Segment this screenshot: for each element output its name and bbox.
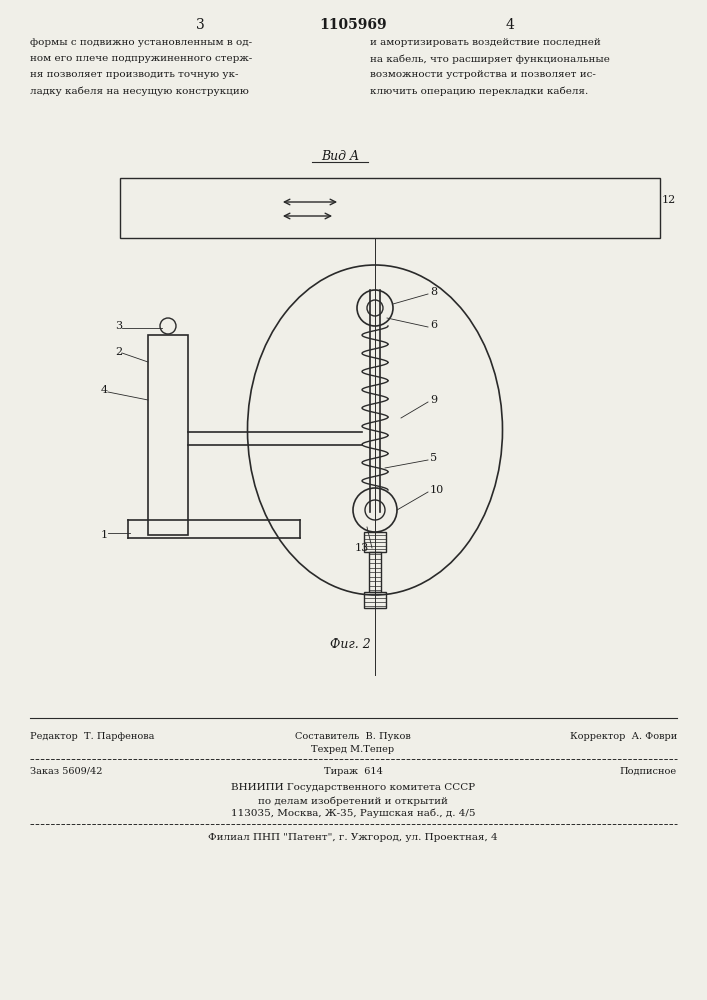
Text: 10: 10 bbox=[430, 485, 444, 495]
Text: 2: 2 bbox=[115, 347, 122, 357]
Bar bbox=[148, 335, 188, 535]
Text: 8: 8 bbox=[430, 287, 437, 297]
Text: 4: 4 bbox=[506, 18, 515, 32]
Text: Вид A: Вид A bbox=[321, 150, 359, 163]
Text: 3: 3 bbox=[115, 321, 122, 331]
Text: ладку кабеля на несущую конструкцию: ладку кабеля на несущую конструкцию bbox=[30, 86, 249, 96]
Text: 9: 9 bbox=[430, 395, 437, 405]
Text: формы с подвижно установленным в од-: формы с подвижно установленным в од- bbox=[30, 38, 252, 47]
Text: Заказ 5609/42: Заказ 5609/42 bbox=[30, 767, 103, 776]
Text: Тираж  614: Тираж 614 bbox=[324, 767, 382, 776]
Text: Фиг. 2: Фиг. 2 bbox=[329, 638, 370, 651]
Text: 12: 12 bbox=[662, 195, 677, 205]
Text: 5: 5 bbox=[430, 453, 437, 463]
Text: 1: 1 bbox=[101, 530, 108, 540]
Text: ном его плече подпружиненного стерж-: ном его плече подпружиненного стерж- bbox=[30, 54, 252, 63]
Text: по делам изобретений и открытий: по делам изобретений и открытий bbox=[258, 796, 448, 806]
Bar bbox=[364, 592, 386, 608]
Bar bbox=[364, 532, 386, 552]
Text: возможности устройства и позволяет ис-: возможности устройства и позволяет ис- bbox=[370, 70, 596, 79]
Text: ня позволяет производить точную ук-: ня позволяет производить точную ук- bbox=[30, 70, 238, 79]
Text: 1105969: 1105969 bbox=[319, 18, 387, 32]
Text: на кабель, что расширяет функциональные: на кабель, что расширяет функциональные bbox=[370, 54, 610, 64]
Text: Корректор  А. Фоври: Корректор А. Фоври bbox=[570, 732, 677, 741]
Text: ключить операцию перекладки кабеля.: ключить операцию перекладки кабеля. bbox=[370, 86, 588, 96]
Text: Техред М.Тепер: Техред М.Тепер bbox=[312, 745, 395, 754]
Text: Составитель  В. Пуков: Составитель В. Пуков bbox=[295, 732, 411, 741]
Text: Филиал ПНП "Патент", г. Ужгород, ул. Проектная, 4: Филиал ПНП "Патент", г. Ужгород, ул. Про… bbox=[208, 833, 498, 842]
Text: 13: 13 bbox=[355, 543, 369, 553]
Text: 113035, Москва, Ж-35, Раушская наб., д. 4/5: 113035, Москва, Ж-35, Раушская наб., д. … bbox=[230, 809, 475, 818]
Text: 6: 6 bbox=[430, 320, 437, 330]
Text: Подписное: Подписное bbox=[620, 767, 677, 776]
Text: 4: 4 bbox=[101, 385, 108, 395]
Bar bbox=[120, 178, 660, 238]
Text: 3: 3 bbox=[196, 18, 204, 32]
Text: Редактор  Т. Парфенова: Редактор Т. Парфенова bbox=[30, 732, 154, 741]
Bar bbox=[369, 552, 381, 592]
Text: ВНИИПИ Государственного комитета СССР: ВНИИПИ Государственного комитета СССР bbox=[231, 783, 475, 792]
Text: и амортизировать воздействие последней: и амортизировать воздействие последней bbox=[370, 38, 601, 47]
